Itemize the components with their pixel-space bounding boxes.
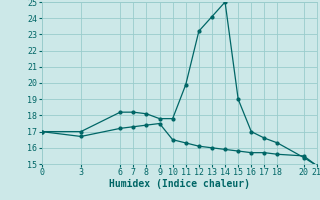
- X-axis label: Humidex (Indice chaleur): Humidex (Indice chaleur): [109, 179, 250, 189]
